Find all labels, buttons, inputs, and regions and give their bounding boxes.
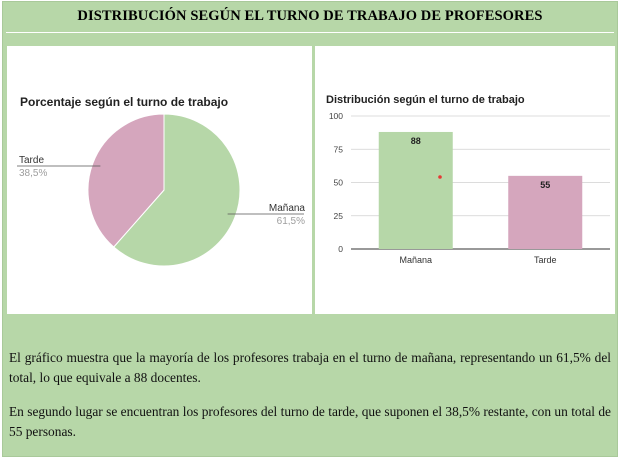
bar-data-label: 88	[411, 136, 421, 146]
pie-category-label: Mañana	[269, 203, 306, 214]
pie-category-label: Tarde	[19, 155, 44, 166]
y-tick-label: 50	[334, 178, 344, 188]
bar-tarde	[508, 175, 583, 249]
x-category-label: Tarde	[534, 255, 557, 265]
pie-chart-title: Porcentaje según el turno de trabajo	[20, 95, 228, 109]
y-tick-label: 0	[338, 244, 343, 254]
bar-manana	[378, 131, 453, 249]
bar-data-label: 55	[540, 180, 550, 190]
pie-value-label: 61,5%	[277, 216, 305, 227]
bar-chart-panel: Distribución según el turno de trabajo 0…	[315, 46, 615, 314]
pie-chart: Porcentaje según el turno de trabajo Mañ…	[17, 95, 306, 267]
pie-value-label: 38,5%	[19, 168, 47, 179]
bar-chart: Distribución según el turno de trabajo 0…	[326, 94, 610, 265]
pie-slice-manana	[113, 113, 241, 267]
y-tick-label: 100	[329, 111, 343, 121]
pie-slice-tarde	[87, 113, 165, 248]
paragraph-2: En segundo lugar se encuentran los profe…	[9, 404, 611, 439]
y-tick-label: 75	[334, 144, 344, 154]
page-title: DISTRIBUCIÓN SEGÚN EL TURNO DE TRABAJO D…	[77, 8, 543, 24]
red-dot-marker	[438, 175, 442, 179]
title-divider	[6, 32, 614, 33]
y-tick-label: 25	[334, 211, 344, 221]
pie-chart-panel: Porcentaje según el turno de trabajo Mañ…	[7, 46, 312, 314]
x-category-label: Mañana	[399, 255, 432, 265]
bar-chart-title: Distribución según el turno de trabajo	[326, 94, 525, 106]
paragraph-1: El gráfico muestra que la mayoría de los…	[9, 350, 611, 385]
